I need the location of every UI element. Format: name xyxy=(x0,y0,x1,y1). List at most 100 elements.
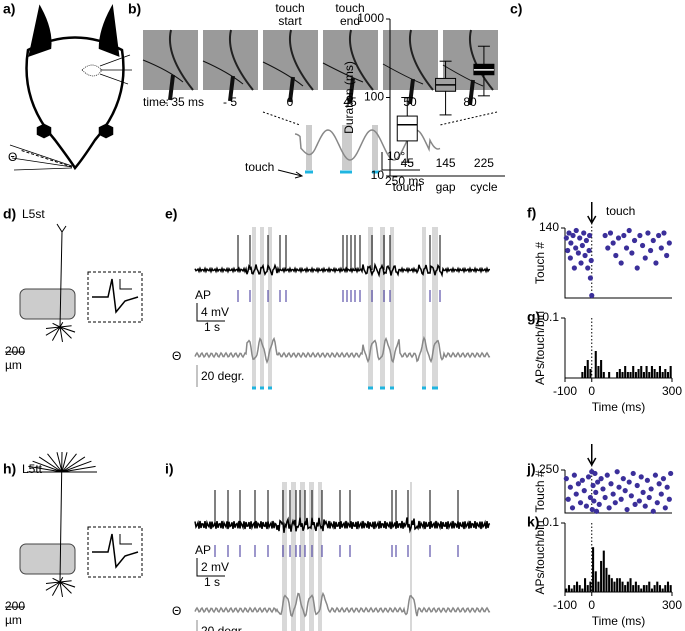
touch-shade xyxy=(260,227,264,387)
point xyxy=(624,506,630,513)
point xyxy=(573,227,579,234)
bar xyxy=(584,578,587,592)
bar xyxy=(608,372,611,378)
touch-arrow xyxy=(587,202,597,225)
scale-bar xyxy=(196,303,225,322)
touch-shade xyxy=(318,482,322,631)
point xyxy=(593,508,600,514)
bar xyxy=(653,585,656,592)
point xyxy=(588,257,594,264)
axis-line xyxy=(564,470,672,514)
arrow xyxy=(277,169,304,179)
bar xyxy=(669,585,672,592)
cell-type: L5st xyxy=(22,207,45,221)
scale-bar xyxy=(119,534,132,545)
point xyxy=(593,489,599,495)
bar xyxy=(640,588,643,592)
x-tick-label: cycle xyxy=(470,180,498,194)
point xyxy=(652,472,659,478)
point xyxy=(567,255,573,261)
bar xyxy=(640,366,643,378)
pole xyxy=(288,76,295,103)
bar xyxy=(634,372,637,378)
scale-bar xyxy=(119,279,132,290)
object-edge xyxy=(229,29,254,91)
point xyxy=(658,245,664,251)
touch-shade xyxy=(410,482,412,631)
bar xyxy=(586,585,589,592)
box xyxy=(396,115,418,142)
axis-line xyxy=(564,523,672,593)
y-tick-label: 140 xyxy=(539,220,559,234)
point xyxy=(605,245,611,251)
x-tick-label: touch xyxy=(393,180,422,194)
bar xyxy=(589,581,592,592)
point xyxy=(668,470,674,477)
x-tick-label: 0 xyxy=(588,598,595,612)
voltage-trace xyxy=(194,516,491,534)
label: 80 xyxy=(463,95,477,109)
cell-type: L5tt xyxy=(22,462,43,476)
object-edge xyxy=(409,29,434,91)
point xyxy=(650,237,656,244)
bar xyxy=(626,581,629,592)
y-tick-label: 10 xyxy=(371,168,385,182)
bar xyxy=(576,581,579,592)
y-tick-label: 100 xyxy=(364,90,384,104)
angle-label: Θ xyxy=(8,150,17,164)
point xyxy=(618,496,624,502)
bar xyxy=(658,585,661,592)
point xyxy=(642,503,648,509)
waveform-box xyxy=(87,271,143,323)
point xyxy=(642,255,648,261)
bar xyxy=(616,372,619,378)
bar xyxy=(581,588,584,592)
point xyxy=(567,484,573,490)
label: 2 mV xyxy=(201,560,229,574)
point xyxy=(612,500,618,506)
point xyxy=(581,230,587,236)
point xyxy=(644,477,650,483)
median-label: 145 xyxy=(436,156,456,170)
point xyxy=(658,491,664,497)
point xyxy=(571,472,577,478)
bar xyxy=(645,366,648,378)
whisker xyxy=(142,59,184,83)
point xyxy=(566,230,572,236)
touch-shade xyxy=(422,227,426,387)
point xyxy=(600,486,606,492)
point xyxy=(650,508,656,514)
bar xyxy=(642,372,645,378)
bar xyxy=(608,574,611,592)
panel-letter: a) xyxy=(3,1,15,17)
axis-line xyxy=(564,228,672,299)
point xyxy=(592,470,598,477)
bar xyxy=(618,578,621,592)
point xyxy=(575,481,581,487)
bar xyxy=(621,372,624,378)
touch-shade xyxy=(268,227,272,387)
point xyxy=(608,481,614,487)
object-edge xyxy=(469,29,494,91)
point xyxy=(656,481,662,487)
whisker xyxy=(202,60,244,85)
whisker xyxy=(442,64,484,87)
point xyxy=(639,242,646,249)
label: start xyxy=(278,14,302,28)
panel-letter: h) xyxy=(3,461,16,477)
bar xyxy=(592,547,595,592)
point xyxy=(604,472,610,478)
touch-shade xyxy=(282,482,287,631)
x-tick-label: -100 xyxy=(553,598,577,612)
bar xyxy=(618,369,621,378)
label: 4 mV xyxy=(201,305,229,319)
point xyxy=(646,494,652,501)
whisker xyxy=(322,62,364,83)
point xyxy=(602,232,608,239)
bar xyxy=(666,372,670,378)
point xyxy=(632,501,638,507)
point xyxy=(573,491,579,497)
panel-letter: g) xyxy=(527,309,540,325)
waveform-box xyxy=(87,526,143,578)
bar xyxy=(578,585,581,592)
